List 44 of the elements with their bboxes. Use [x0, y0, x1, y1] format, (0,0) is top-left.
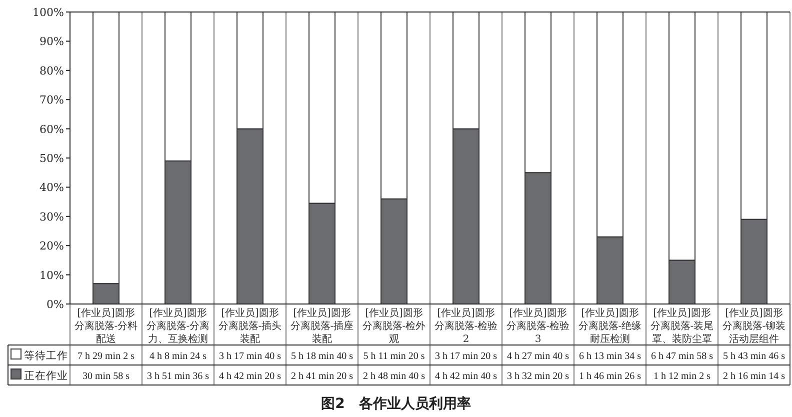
text: 7 h 29 min 2 s	[78, 351, 135, 362]
x-tick-label: [作业员]圆形分离脱落-检验3	[506, 307, 570, 345]
y-tick-label: 90%	[40, 35, 64, 48]
text: 4 h 8 min 24 s	[150, 351, 207, 362]
text: 1 h 46 min 26 s	[579, 371, 642, 382]
text: 1 h 12 min 2 s	[654, 371, 711, 382]
text: 3 h 51 min 36 s	[147, 371, 210, 382]
text: 2 h 48 min 40 s	[363, 371, 426, 382]
text: 6 h 47 min 58 s	[651, 351, 714, 362]
text: 3 h 32 min 20 s	[507, 371, 570, 382]
text: 3 h 17 min 40 s	[219, 351, 282, 362]
x-tick-label: [作业员]圆形分离脱落-绝缘耐压检测	[578, 307, 642, 345]
x-tick-label: [作业员]圆形分离脱落-铆装活动层组件	[722, 307, 786, 345]
text: 3 h 17 min 20 s	[435, 351, 498, 362]
y-tick-label: 80%	[40, 64, 64, 78]
text: 5 h 11 min 20 s	[363, 351, 425, 362]
text: 4 h 42 min 20 s	[219, 371, 282, 382]
x-tick-label: [作业员]圆形分离脱落-检外观	[362, 307, 426, 345]
y-tick-label: 20%	[40, 240, 64, 253]
y-tick-label: 60%	[40, 122, 64, 136]
text: 图2 各作业人员利用率	[321, 395, 471, 412]
text: 2 h 16 min 14 s	[723, 371, 786, 382]
x-tick-label: [作业员]圆形分离脱落-分料配送	[74, 307, 138, 345]
x-tick-label: [作业员]圆形分离脱落-插头装配	[218, 307, 282, 345]
y-tick-label: 50%	[40, 152, 64, 165]
y-tick-label: 100%	[32, 6, 64, 19]
y-tick-label: 70%	[40, 94, 64, 107]
text: 6 h 13 min 34 s	[579, 351, 642, 362]
text: 5 h 43 min 46 s	[723, 351, 786, 362]
text: 2 h 41 min 20 s	[291, 371, 354, 382]
x-tick-label: [作业员]圆形分离脱落-检验2	[434, 307, 498, 345]
y-tick-label: 10%	[40, 268, 64, 282]
legend-label: 正在作业	[24, 369, 68, 382]
text: 30 min 58 s	[82, 371, 130, 382]
x-tick-label: [作业员]圆形分离脱落-装尾罩、装防尘罩	[650, 307, 714, 345]
legend-label: 等待工作	[24, 350, 68, 362]
x-tick-label: [作业员]圆形分离脱落-插座装配	[290, 307, 354, 345]
x-tick-label: [作业员]圆形分离脱落-分离力、互换检测	[146, 307, 210, 345]
text: 5 h 18 min 40 s	[291, 351, 354, 362]
y-tick-label: 0%	[46, 298, 64, 311]
text: 4 h 27 min 40 s	[507, 351, 570, 362]
y-tick-label: 40%	[40, 181, 64, 194]
y-tick-label: 30%	[40, 210, 64, 224]
text: 4 h 42 min 40 s	[435, 371, 498, 382]
